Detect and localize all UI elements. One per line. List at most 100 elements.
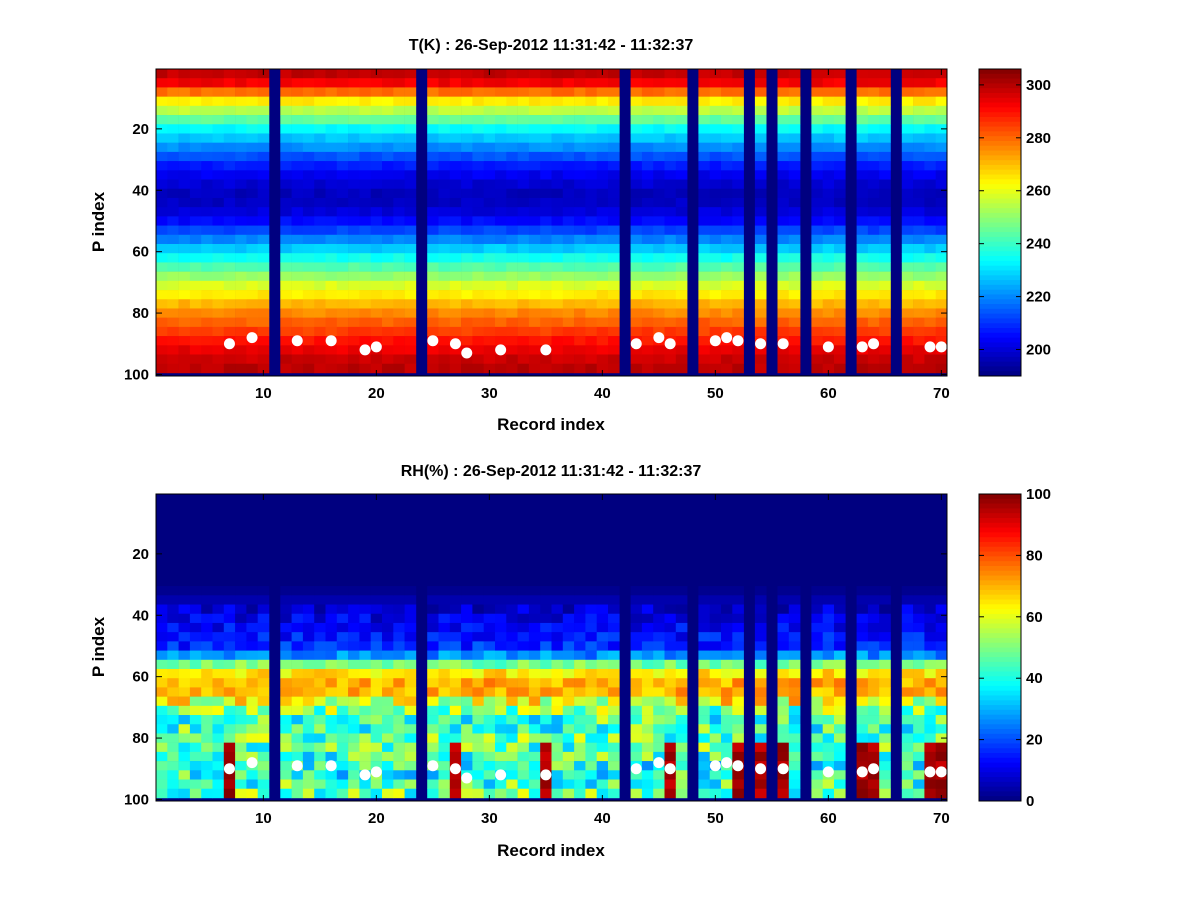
heatmap-cell	[935, 253, 948, 263]
heatmap-cell	[867, 308, 880, 318]
heatmap-cell	[359, 540, 371, 550]
heatmap-cell	[641, 69, 654, 79]
heatmap-cell	[788, 503, 801, 513]
heatmap-cell	[506, 503, 518, 513]
heatmap-cell	[370, 216, 383, 226]
heatmap-cell	[235, 363, 247, 374]
heatmap-cell	[314, 105, 326, 116]
heatmap-cell	[370, 299, 383, 309]
heatmap-cell	[257, 715, 270, 725]
heatmap-cell	[879, 105, 891, 116]
colorbar-segment	[979, 112, 1021, 118]
heatmap-cell	[348, 567, 360, 578]
heatmap-cell	[788, 567, 801, 578]
heatmap-cell	[867, 299, 880, 309]
heatmap-cell	[382, 494, 394, 504]
heatmap-cell	[461, 641, 473, 651]
heatmap-cell	[788, 225, 801, 236]
heatmap-cell	[223, 576, 236, 587]
heatmap-cell	[901, 733, 914, 743]
heatmap-cell	[438, 788, 451, 799]
heatmap-cell	[608, 142, 620, 153]
heatmap-cell	[359, 696, 371, 707]
heatmap-cell	[438, 770, 451, 780]
heatmap-cell	[280, 659, 292, 670]
heatmap-cell	[438, 326, 451, 337]
heatmap-cell	[404, 216, 417, 226]
heatmap-cell	[698, 567, 710, 578]
heatmap-cell	[540, 586, 552, 596]
heatmap-cell	[653, 69, 665, 79]
heatmap-cell	[630, 326, 643, 337]
heatmap-cell	[506, 133, 518, 143]
heatmap-cell	[630, 540, 643, 550]
humidity-heatmap	[156, 494, 948, 801]
heatmap-cell	[732, 216, 744, 226]
heatmap-cell	[280, 595, 292, 605]
heatmap-cell	[777, 133, 790, 143]
heatmap-cell	[427, 678, 439, 688]
heatmap-cell	[664, 604, 677, 615]
heatmap-cell	[212, 243, 225, 254]
heatmap-cell	[483, 161, 496, 171]
heatmap-cell	[449, 271, 462, 282]
heatmap-cell	[495, 604, 507, 615]
record-column	[608, 494, 620, 799]
heatmap-cell	[189, 262, 202, 272]
heatmap-cell	[901, 317, 914, 328]
heatmap-cell	[291, 530, 304, 541]
heatmap-cell	[924, 696, 936, 707]
heatmap-cell	[393, 151, 405, 162]
heatmap-cell	[867, 124, 880, 134]
heatmap-cell	[879, 253, 891, 263]
heatmap-cell	[879, 142, 891, 153]
heatmap-cell	[879, 494, 891, 504]
heatmap-cell	[698, 225, 710, 236]
heatmap-cell	[382, 225, 394, 236]
heatmap-cell	[517, 124, 530, 134]
heatmap-cell	[212, 161, 225, 171]
heatmap-cell	[834, 151, 846, 162]
colorbar-segment	[979, 642, 1021, 648]
heatmap-cell	[732, 188, 744, 199]
heatmap-cell	[178, 779, 191, 790]
heatmap-cell	[246, 170, 258, 180]
heatmap-cell	[359, 622, 371, 633]
heatmap-cell	[314, 779, 326, 790]
heatmap-cell	[167, 179, 179, 190]
colorbar-segment	[979, 78, 1021, 84]
heatmap-cell	[811, 742, 823, 753]
heatmap-cell	[495, 558, 507, 568]
heatmap-cell	[754, 632, 767, 642]
heatmap-cell	[596, 161, 609, 171]
heatmap-cell	[732, 363, 744, 374]
heatmap-cell	[393, 632, 405, 642]
heatmap-cell	[438, 290, 451, 300]
heatmap-cell	[517, 494, 530, 504]
heatmap-cell	[472, 558, 484, 568]
heatmap-cell	[156, 788, 168, 799]
heatmap-cell	[732, 540, 744, 550]
profile-marker	[822, 766, 834, 778]
heatmap-cell	[528, 207, 541, 217]
heatmap-cell	[336, 567, 349, 578]
heatmap-cell	[382, 668, 394, 679]
heatmap-cell	[732, 225, 744, 236]
heatmap-cell	[834, 336, 846, 346]
heatmap-cell	[675, 87, 688, 97]
heatmap-cell	[551, 290, 564, 300]
heatmap-cell	[427, 751, 439, 762]
heatmap-cell	[675, 641, 688, 651]
heatmap-cell	[608, 216, 620, 226]
heatmap-cell	[596, 512, 609, 522]
heatmap-cell	[449, 345, 462, 355]
heatmap-cell	[370, 761, 383, 771]
heatmap-cell	[856, 512, 869, 522]
heatmap-cell	[382, 558, 394, 568]
colorbar-segment	[979, 777, 1021, 783]
heatmap-cell	[664, 586, 677, 596]
heatmap-cell	[709, 161, 722, 171]
heatmap-cell	[856, 659, 869, 670]
heatmap-cell	[641, 586, 654, 596]
heatmap-cell	[359, 678, 371, 688]
